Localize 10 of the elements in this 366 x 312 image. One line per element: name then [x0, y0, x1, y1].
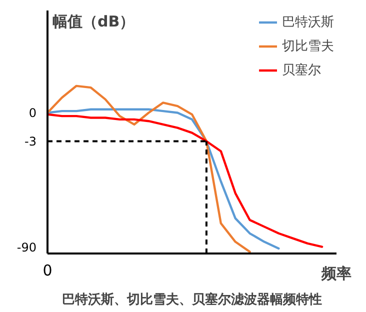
legend-label: 巴特沃斯	[282, 14, 334, 31]
text: 0	[28, 106, 37, 120]
legend-label: 贝塞尔	[282, 62, 321, 79]
y-axis-title: 幅值（dB）	[52, 12, 135, 30]
text: -3	[24, 134, 37, 149]
text: 0	[42, 262, 52, 280]
x-axis-title: 频率	[320, 264, 352, 282]
text: -90	[16, 240, 37, 254]
text: 巴特沃斯、切比雪夫、贝塞尔滤波器幅频特性	[62, 292, 322, 308]
legend-label: 切比雪夫	[282, 38, 334, 55]
